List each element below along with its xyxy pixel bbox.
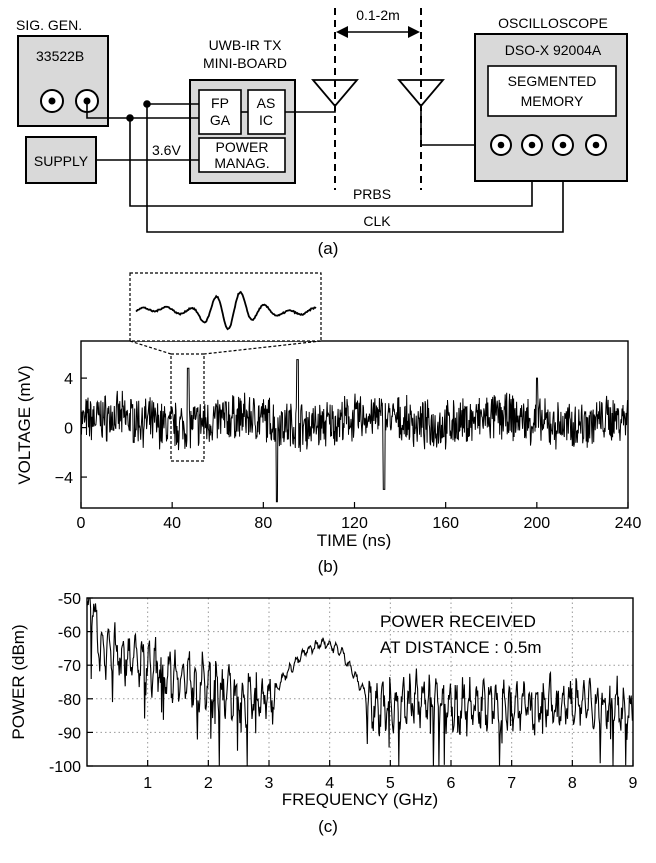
scope-input-connector [585,134,607,156]
chart-c-frame [86,597,634,767]
x-tick-label: 240 [615,515,642,532]
arrow-head-left [336,26,348,38]
segmented-memory-label: MEMORY [521,93,584,109]
inset-frame [129,272,322,342]
x-tick-label: 6 [447,775,456,792]
y-tick-label: -100 [49,759,81,776]
segmented-memory-block [487,65,617,117]
distance-label: 0.1-2m [356,7,400,23]
x-axis-label: FREQUENCY (GHz) [282,790,438,809]
sig-gen-output-connector [40,89,64,113]
junction-dot [143,100,151,108]
voltage-trace [80,359,629,503]
segmented-memory-label: SEGMENTED [508,73,597,89]
arrow-head-right [408,26,420,38]
scope-input-connector [490,134,512,156]
x-tick-label: 8 [568,775,577,792]
zoom-region [170,353,205,462]
x-tick-label: 1 [143,775,152,792]
y-axis-label: POWER (dBm) [9,624,28,739]
asic-block [247,89,286,135]
clk-label: CLK [363,213,391,229]
y-tick-label: 4 [64,371,73,388]
power-management-label: MANAG. [214,155,269,171]
tx-board-title: MINI-BOARD [203,55,287,71]
x-tick-label: 9 [629,775,638,792]
prbs-label: PRBS [353,186,391,202]
y-tick-label: -80 [58,692,81,709]
supply-box [25,136,97,184]
panel-c-caption: (c) [318,817,338,836]
supply-voltage-label: 3.6V [152,142,181,158]
sig-gen-model: 33522B [36,48,84,64]
fpga-label: GA [210,112,231,128]
scope-input-connector [521,134,543,156]
y-tick-label: 0 [64,421,73,438]
panel-c-chart: 1 2 3 4 5 6 7 8 9 -50 -60 -70 -80 -90 -100 FREQUENCY (G… [9,591,638,836]
inset-pulse-trace [135,290,317,331]
power-management-block [198,137,286,173]
power-management-label: POWER [216,139,269,155]
x-tick-label: 3 [265,775,274,792]
x-tick-label: 4 [325,775,334,792]
x-tick-label: 200 [523,515,550,532]
y-tick-label: −4 [55,470,73,487]
y-tick-label: -50 [58,591,81,608]
y-tick-label: -70 [58,658,81,675]
asic-label: IC [259,112,273,128]
y-axis-label: VOLTAGE (mV) [15,365,34,484]
annotation-line: POWER RECEIVED [380,612,536,631]
oscilloscope-model: DSO-X 92004A [505,42,602,58]
y-tick-label: -90 [58,725,81,742]
panel-a-caption: (a) [318,239,339,258]
panel-a-diagram: SIG. GEN. 33522B SUPPLY UWB-IR TX MINI-B… [16,7,628,258]
oscilloscope-title: OSCILLOSCOPE [498,15,608,31]
x-tick-label: 0 [77,515,86,532]
x-tick-label: 120 [341,515,368,532]
asic-label: AS [257,95,276,111]
x-tick-label: 7 [507,775,516,792]
scope-input-connector [552,134,574,156]
x-tick-label: 2 [204,775,213,792]
x-tick-label: 80 [254,515,272,532]
y-tick-label: -60 [58,625,81,642]
annotation-line: AT DISTANCE : 0.5m [380,638,542,657]
fpga-label: FP [211,95,229,111]
supply-label: SUPPLY [34,153,89,169]
x-tick-label: 40 [163,515,181,532]
x-tick-label: 160 [432,515,459,532]
power-spectrum-trace [86,597,634,767]
fpga-block [198,89,242,135]
junction-dot [126,114,134,122]
inset-connector [129,340,322,355]
tx-board-title: UWB-IR TX [209,37,283,53]
x-tick-label: 5 [386,775,395,792]
panel-b-caption: (b) [318,557,339,576]
x-axis-label: TIME (ns) [317,531,392,550]
chart-c-axes: 1 2 3 4 5 6 7 8 9 -50 -60 -70 -80 -90 -100 FREQUENCY (G… [9,591,638,836]
sig-gen-title: SIG. GEN. [16,17,82,33]
